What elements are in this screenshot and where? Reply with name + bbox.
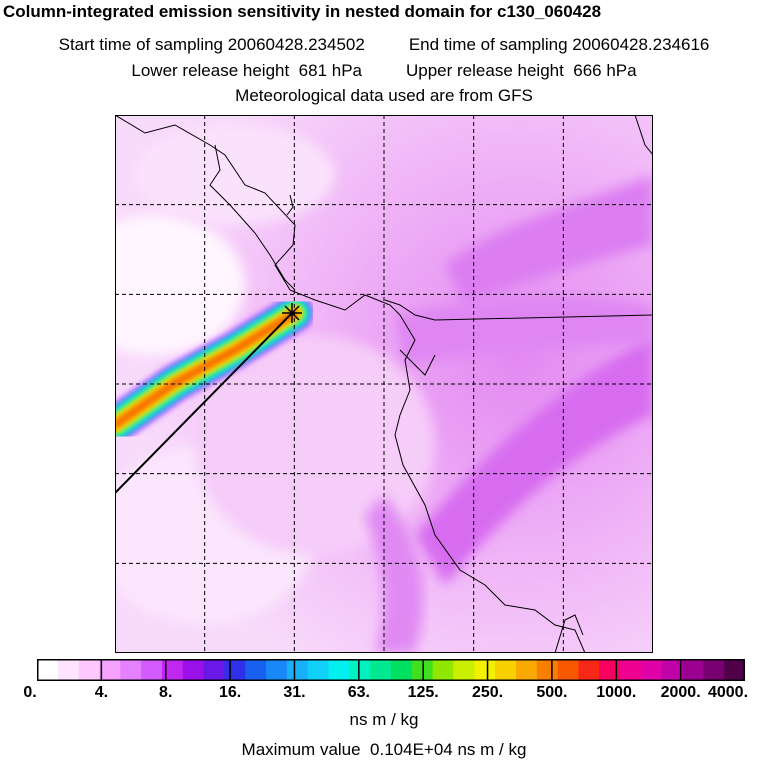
colorbar-tick-label: 4000. — [707, 684, 749, 701]
colorbar-tick-label: 16. — [218, 684, 242, 701]
colorbar-tick-label: 125. — [407, 684, 439, 701]
colorbar-swatch — [57, 659, 80, 681]
release-point-marker — [282, 303, 302, 323]
colorbar-swatch — [349, 659, 371, 681]
high-sensitivity-band — [395, 296, 653, 365]
border-line — [399, 349, 436, 376]
colorbar-swatch — [307, 659, 330, 681]
colorbar-swatch — [536, 659, 559, 681]
colorbar-swatch — [453, 659, 475, 681]
low-sensitivity-area — [115, 215, 245, 355]
colorbar-swatch — [120, 659, 142, 681]
colorbar-swatch — [391, 659, 413, 681]
colorbar-swatch — [620, 659, 642, 681]
colorbar-swatch — [161, 659, 184, 681]
sampling-times: Start time of sampling 20060428.234502 En… — [0, 35, 768, 55]
upper-height: Upper release height 666 hPa — [406, 61, 637, 80]
colorbar — [36, 659, 746, 686]
colorbar-swatch — [599, 659, 621, 681]
plot-frame — [115, 115, 653, 653]
colorbar-swatch — [203, 659, 225, 681]
border-line — [384, 299, 653, 321]
colorbar-swatch — [432, 659, 454, 681]
low-sensitivity-area — [135, 125, 335, 225]
coastline — [115, 115, 586, 653]
coastline — [286, 194, 294, 216]
colorbar-tick-label: 63. — [347, 684, 370, 701]
colorbar-swatch — [474, 659, 496, 681]
start-time: Start time of sampling 20060428.234502 — [58, 35, 365, 54]
high-sensitivity-band — [415, 335, 653, 585]
colorbar-tick-label: 0. — [23, 684, 37, 701]
colorbar-swatch — [224, 659, 246, 681]
colorbar-frame — [37, 659, 745, 681]
colorbar-swatch — [245, 659, 267, 681]
coastline — [554, 614, 584, 653]
coastline — [209, 144, 296, 291]
colorbar-swatch — [495, 659, 517, 681]
colorbar-units: ns m / kg — [349, 710, 419, 729]
colorbar-tick-label: 250. — [471, 684, 504, 701]
sensitivity-map — [115, 115, 653, 653]
colorbar-swatch — [578, 659, 600, 681]
colorbar-swatch — [370, 659, 392, 681]
lat-lon-grid — [115, 115, 653, 653]
colorbar-tick-label: 1000. — [596, 684, 637, 701]
colorbar-swatch — [328, 659, 350, 681]
colorbar-swatch — [661, 659, 684, 681]
high-sensitivity-band — [365, 495, 424, 653]
low-sensitivity-area — [195, 335, 435, 555]
map-canvas — [115, 115, 653, 653]
plot-title: Column-integrated emission sensitivity i… — [3, 2, 602, 21]
end-time: End time of sampling 20060428.234616 — [408, 35, 710, 54]
colorbar-tick-label: 4. — [94, 684, 109, 701]
colorbar-tick-label: 500. — [536, 684, 568, 701]
colorbar-swatch — [37, 659, 59, 681]
colorbar-swatch — [682, 659, 704, 681]
colorbar-tick-label: 8. — [159, 684, 173, 701]
colorbar-tick-label: 31. — [283, 684, 306, 701]
colorbar-swatch — [266, 659, 288, 681]
colorbar-swatch — [99, 659, 121, 681]
colorbar-tick-labels: 0. 4. 8. 16. 31. 63. 125. 250. 500. 1000. 2000. 400… — [0, 684, 768, 706]
colorbar-swatch — [141, 659, 163, 681]
colorbar-swatch — [640, 659, 663, 681]
met-data-note: Meteorological data used are from GFS — [235, 86, 533, 105]
plume-contour-5 — [115, 310, 298, 428]
colorbar-swatch — [182, 659, 205, 681]
colorbar-swatch — [515, 659, 538, 681]
coastline — [634, 115, 653, 156]
high-sensitivity-band — [445, 175, 653, 305]
colorbar-swatches — [36, 659, 746, 681]
maximum-value: Maximum value 0.104E+04 ns m / kg — [241, 740, 527, 759]
lower-height: Lower release height 681 hPa — [131, 61, 362, 80]
colorbar-swatch — [703, 659, 725, 681]
colorbar-tick-label: 2000. — [660, 684, 701, 701]
colorbar-swatch — [724, 659, 746, 681]
emission-plume — [115, 294, 314, 444]
colorbar-swatch — [557, 659, 579, 681]
colorbar-swatch — [286, 659, 309, 681]
colorbar-swatch — [78, 659, 100, 681]
release-heights: Lower release height 681 hPa Upper releas… — [0, 61, 768, 81]
trajectory-line — [115, 312, 293, 494]
